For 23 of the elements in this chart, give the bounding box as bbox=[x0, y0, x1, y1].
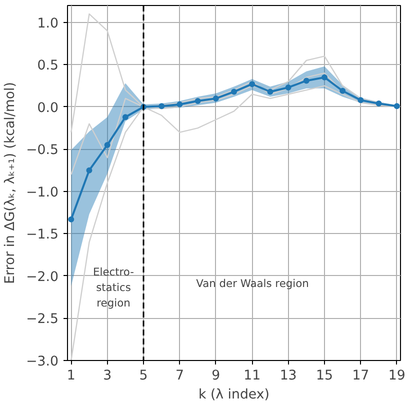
y-tick-label: −1.0 bbox=[26, 185, 59, 200]
x-tick-label: 5 bbox=[139, 368, 148, 384]
x-tick-label: 15 bbox=[316, 368, 333, 384]
x-tick-label: 19 bbox=[388, 368, 406, 384]
y-tick-label: −1.5 bbox=[26, 228, 59, 243]
y-tick-label: −2.0 bbox=[26, 270, 59, 285]
y-tick-label: 1.0 bbox=[37, 16, 59, 32]
x-tick-label: 7 bbox=[175, 368, 184, 384]
annotation: Van der Waals region bbox=[196, 277, 309, 290]
y-tick-label: 0.5 bbox=[37, 58, 59, 74]
y-tick-label: −3.0 bbox=[26, 354, 59, 370]
x-tick-label: 17 bbox=[352, 368, 370, 384]
x-tick-label: 13 bbox=[280, 368, 297, 384]
y-tick-label: −0.5 bbox=[26, 143, 59, 158]
x-tick-label: 3 bbox=[103, 368, 112, 384]
x-tick-label: 11 bbox=[244, 368, 261, 384]
y-tick-label: 0.0 bbox=[37, 100, 59, 116]
y-tick-label: −2.5 bbox=[26, 312, 59, 328]
y-axis-title: Error in ΔG(λₖ, λₖ₊₁) (kcal/mol) bbox=[3, 82, 18, 284]
x-axis-title: k (λ index) bbox=[198, 388, 270, 402]
annotation: Electro- statics region bbox=[93, 265, 134, 310]
x-tick-label: 9 bbox=[212, 368, 220, 384]
x-tick-label: 1 bbox=[66, 368, 76, 384]
